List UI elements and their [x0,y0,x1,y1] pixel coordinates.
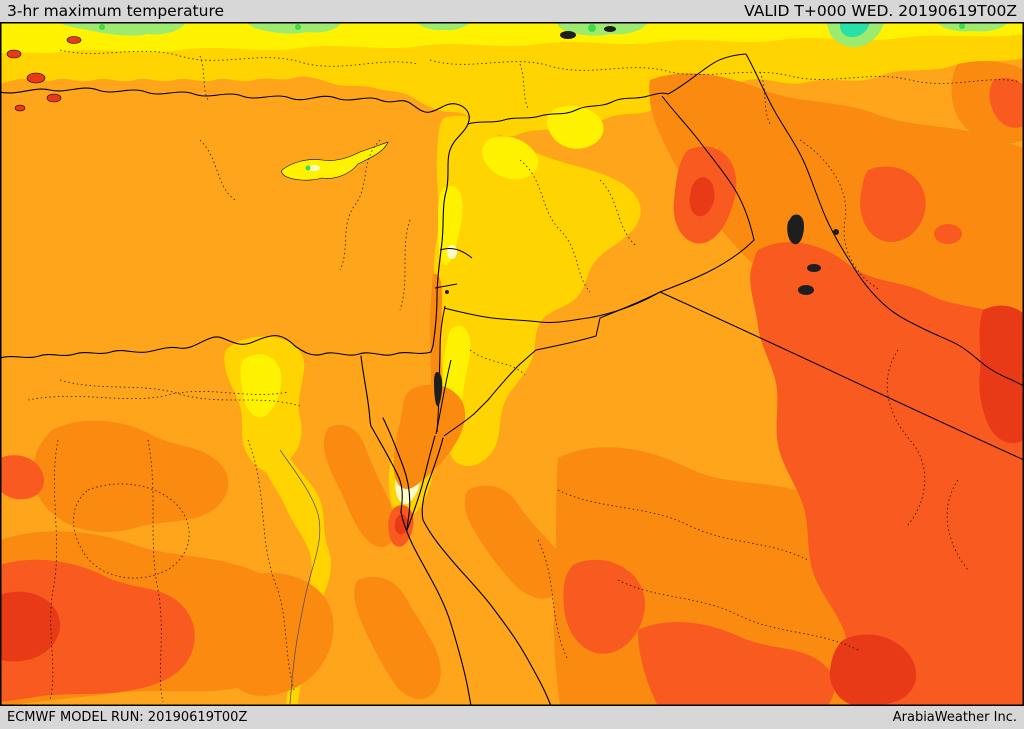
country-borders [434,53,1024,461]
valid-time-label: VALID T+000 WED. 20190619T00Z [744,2,1017,20]
admin-boundaries [27,49,1021,703]
status-bar: ECMWF MODEL RUN: 20190619T00Z ArabiaWeat… [0,706,1024,729]
map-title: 3-hr maximum temperature [7,2,225,20]
map-frame [0,22,1024,706]
map-area [0,22,1024,706]
coastlines [0,87,552,706]
temp-fill-green [58,22,1008,48]
temperature-map [0,22,1024,706]
cyprus-island [281,141,389,181]
temp-fill-orange-red [0,77,1024,706]
temp-fill-red [0,177,1024,706]
nile-river [279,449,321,705]
model-run-label: ECMWF MODEL RUN: 20190619T00Z [7,710,248,725]
island-shapes [6,36,82,112]
temp-fill-bright-yellow [0,22,1024,437]
branding-label: ArabiaWeather Inc. [892,710,1017,725]
lakes [434,26,839,407]
title-bar: 3-hr maximum temperature VALID T+000 WED… [0,0,1024,22]
